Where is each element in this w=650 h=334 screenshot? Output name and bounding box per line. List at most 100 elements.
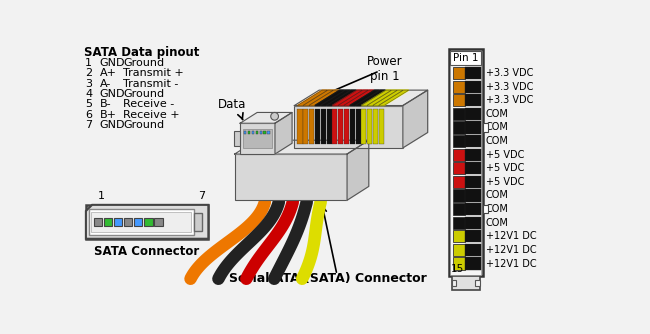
Text: +5 VDC: +5 VDC bbox=[486, 163, 524, 173]
Polygon shape bbox=[403, 90, 428, 148]
Bar bbox=[344, 109, 349, 144]
Bar bbox=[465, 230, 481, 242]
Polygon shape bbox=[86, 205, 209, 239]
Bar bbox=[465, 189, 481, 201]
Text: B+: B+ bbox=[100, 110, 117, 120]
Text: 5: 5 bbox=[85, 100, 92, 109]
Bar bbox=[114, 218, 122, 226]
Bar bbox=[453, 244, 465, 256]
Text: 15: 15 bbox=[451, 264, 464, 274]
Bar bbox=[154, 218, 162, 226]
Bar bbox=[235, 154, 347, 200]
Text: +12V1 DC: +12V1 DC bbox=[486, 231, 536, 241]
Bar bbox=[453, 176, 465, 188]
Polygon shape bbox=[347, 140, 369, 200]
Text: COM: COM bbox=[486, 204, 509, 214]
Bar bbox=[309, 109, 314, 144]
Bar bbox=[104, 218, 112, 226]
Text: A+: A+ bbox=[100, 68, 117, 78]
Polygon shape bbox=[367, 90, 397, 106]
Bar bbox=[234, 131, 240, 146]
Polygon shape bbox=[320, 90, 350, 106]
Bar bbox=[453, 80, 465, 93]
Polygon shape bbox=[338, 90, 368, 106]
Bar bbox=[453, 217, 465, 229]
Bar bbox=[465, 203, 481, 215]
Bar bbox=[326, 109, 332, 144]
Bar bbox=[89, 209, 194, 235]
Bar bbox=[356, 109, 361, 144]
Bar bbox=[90, 212, 191, 232]
Bar bbox=[465, 135, 481, 147]
Text: B-: B- bbox=[100, 100, 112, 109]
Text: 7: 7 bbox=[199, 191, 205, 201]
Polygon shape bbox=[373, 90, 403, 106]
Polygon shape bbox=[235, 140, 369, 154]
Text: Transmit +: Transmit + bbox=[123, 68, 184, 78]
Bar bbox=[134, 218, 142, 226]
Bar bbox=[243, 129, 272, 148]
Bar bbox=[465, 108, 481, 120]
Bar bbox=[453, 67, 465, 79]
Bar bbox=[373, 109, 378, 144]
Text: COM: COM bbox=[486, 109, 509, 119]
Text: COM: COM bbox=[486, 190, 509, 200]
Bar bbox=[338, 109, 343, 144]
Polygon shape bbox=[304, 90, 333, 106]
Bar bbox=[453, 122, 465, 134]
Bar bbox=[453, 189, 465, 201]
Bar bbox=[298, 109, 302, 144]
Text: GND: GND bbox=[100, 58, 125, 68]
Bar bbox=[320, 109, 326, 144]
Text: Transmit -: Transmit - bbox=[123, 78, 179, 89]
Bar bbox=[465, 162, 481, 174]
Bar bbox=[453, 230, 465, 242]
Polygon shape bbox=[356, 90, 385, 106]
Text: +5 VDC: +5 VDC bbox=[486, 150, 524, 160]
Bar bbox=[465, 67, 481, 79]
Bar bbox=[244, 131, 246, 134]
Text: GND: GND bbox=[100, 120, 125, 130]
Polygon shape bbox=[240, 113, 292, 123]
Bar bbox=[259, 131, 262, 134]
Text: Ground: Ground bbox=[123, 120, 164, 130]
Bar bbox=[255, 131, 258, 134]
Text: 7: 7 bbox=[85, 120, 92, 130]
Bar bbox=[465, 80, 481, 93]
Bar bbox=[453, 149, 465, 161]
Text: A-: A- bbox=[100, 78, 111, 89]
Text: +3.3 VDC: +3.3 VDC bbox=[486, 82, 533, 92]
Text: COM: COM bbox=[486, 123, 509, 133]
Bar bbox=[350, 109, 355, 144]
Bar bbox=[448, 49, 483, 277]
Bar bbox=[263, 131, 266, 134]
Bar bbox=[452, 280, 456, 287]
Text: SATA Connector: SATA Connector bbox=[94, 245, 200, 258]
Text: Receive +: Receive + bbox=[123, 110, 179, 120]
Text: 1: 1 bbox=[85, 58, 92, 68]
Bar bbox=[379, 109, 384, 144]
Text: Ground: Ground bbox=[123, 89, 164, 99]
Bar bbox=[483, 205, 488, 213]
Bar bbox=[465, 244, 481, 256]
Bar bbox=[367, 109, 372, 144]
Text: +12V1 DC: +12V1 DC bbox=[486, 245, 536, 255]
Bar bbox=[194, 212, 202, 231]
Text: Ground: Ground bbox=[123, 58, 164, 68]
Text: +5 VDC: +5 VDC bbox=[486, 177, 524, 187]
Bar bbox=[240, 123, 275, 154]
Bar bbox=[450, 51, 481, 275]
Circle shape bbox=[271, 113, 278, 120]
Bar bbox=[86, 205, 209, 239]
Text: COM: COM bbox=[486, 136, 509, 146]
Text: Pin 1: Pin 1 bbox=[453, 53, 478, 63]
Bar bbox=[465, 258, 481, 270]
Bar bbox=[465, 149, 481, 161]
Text: COM: COM bbox=[486, 218, 509, 228]
Bar bbox=[124, 218, 133, 226]
Text: GND: GND bbox=[100, 89, 125, 99]
Polygon shape bbox=[275, 113, 292, 154]
Bar bbox=[465, 122, 481, 134]
Polygon shape bbox=[315, 90, 344, 106]
Polygon shape bbox=[350, 90, 380, 106]
